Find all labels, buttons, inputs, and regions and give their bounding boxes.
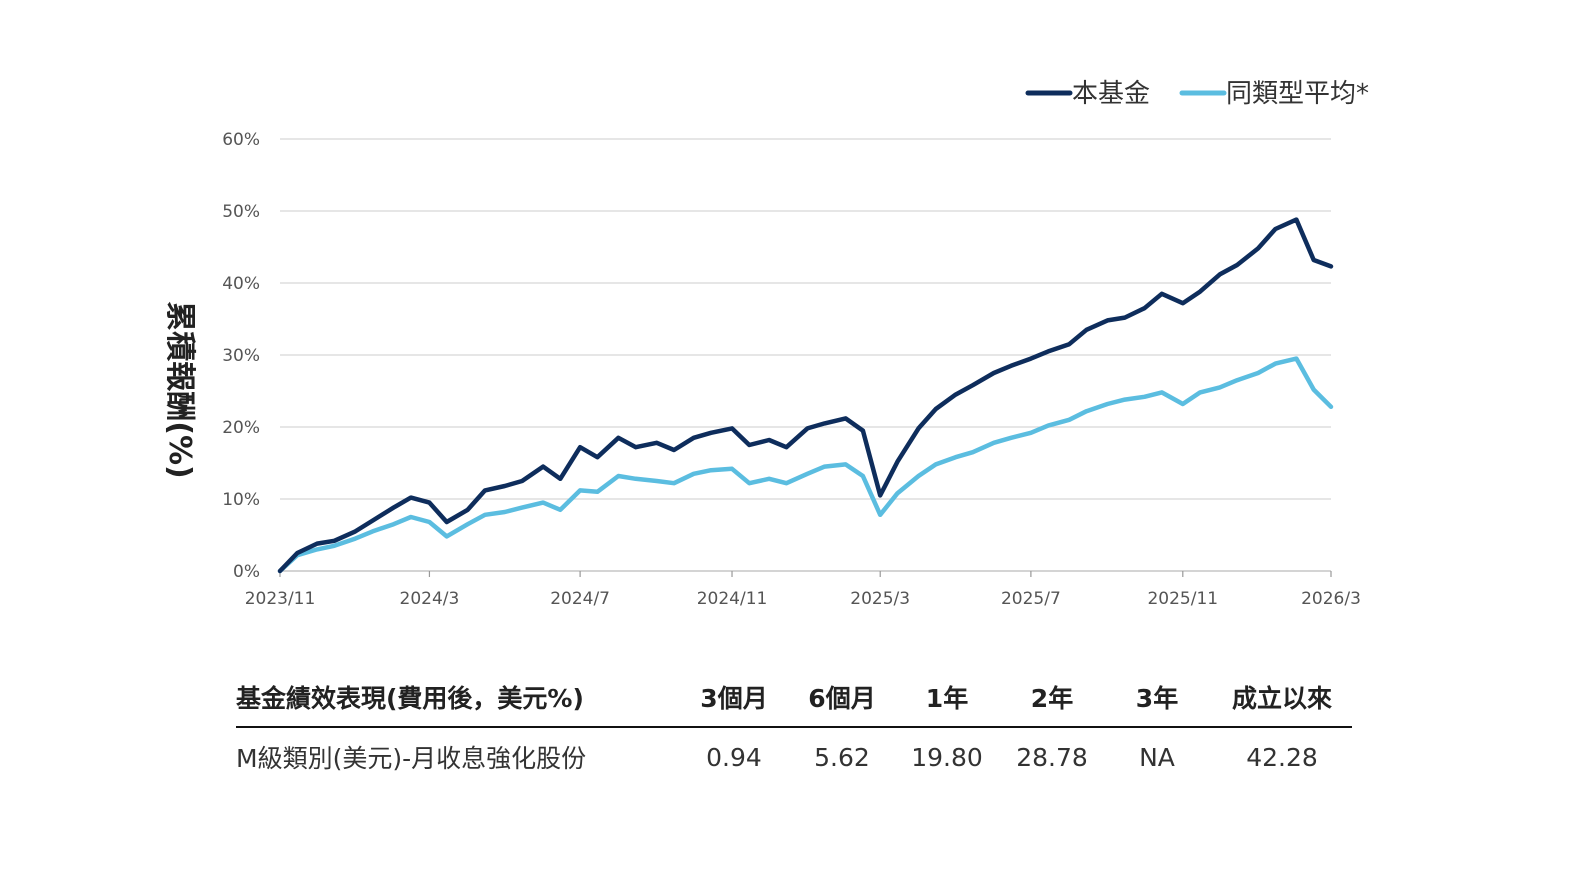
x-tick-label: 2025/7 — [1001, 589, 1061, 609]
y-tick-label: 10% — [222, 490, 260, 510]
table-cell-1y: 19.80 — [911, 742, 983, 772]
table-header-3y: 3年 — [1102, 668, 1212, 728]
table-header-fund: 基金績效表現(費用後，美元%) — [236, 668, 676, 728]
y-tick-label: 50% — [222, 202, 260, 222]
table-cell-share-class: M級類別(美元)-月收息強化股份 — [236, 744, 587, 773]
series-line-0 — [277, 217, 1334, 574]
table-header-2y: 2年 — [1002, 668, 1102, 728]
table-header-3m: 3個月 — [676, 668, 792, 728]
y-axis-label: 累積報酬(%) — [162, 301, 197, 478]
x-tick-label: 2025/11 — [1147, 589, 1218, 609]
y-axis-ticks: 0% 10% 20% 30% 40% 50% 60% — [222, 130, 260, 582]
y-tick-label: 60% — [222, 130, 260, 150]
x-tick-label: 2024/7 — [550, 589, 610, 609]
x-tick-label: 2025/3 — [850, 589, 910, 609]
x-tick-label: 2024/3 — [400, 589, 460, 609]
y-tick-label: 20% — [222, 418, 260, 438]
table-cell-3y: NA — [1139, 742, 1175, 772]
legend-label-0: 本基金 — [1072, 79, 1150, 109]
table-cell-inception: 42.28 — [1246, 742, 1318, 772]
table-cell-6m: 5.62 — [814, 742, 870, 772]
x-tick-label: 2024/11 — [697, 589, 768, 609]
chart-area: 0% 10% 20% 30% 40% 50% 60% 2023/11 2024/3 2024/7… — [162, 79, 1369, 609]
table-header-inception: 成立以來 — [1212, 668, 1352, 728]
x-tick-label: 2023/11 — [245, 589, 316, 609]
x-tick-label: 2026/3 — [1301, 589, 1361, 609]
series-group — [277, 217, 1334, 574]
y-tick-label: 0% — [233, 562, 260, 582]
x-axis-ticks: 2023/11 2024/3 2024/7 2024/11 2025/3 2025/7 20… — [245, 571, 1361, 609]
table-header-row: 基金績效表現(費用後，美元%) 3個月 6個月 1年 2年 3年 成立以來 — [236, 668, 1352, 728]
legend-label-1: 同類型平均* — [1226, 79, 1369, 109]
y-tick-label: 40% — [222, 274, 260, 294]
legend: 本基金 同類型平均* — [1025, 79, 1369, 109]
table-header-1y: 1年 — [892, 668, 1002, 728]
grid-lines — [280, 138, 1331, 572]
performance-table: 基金績效表現(費用後，美元%) 3個月 6個月 1年 2年 3年 成立以來 M級… — [236, 668, 1352, 786]
series-line-1 — [277, 356, 1334, 574]
y-tick-label: 30% — [222, 346, 260, 366]
table-cell-2y: 28.78 — [1016, 742, 1088, 772]
table-cell-3m: 0.94 — [706, 742, 762, 772]
table-row: M級類別(美元)-月收息強化股份 0.94 5.62 19.80 28.78 N… — [236, 727, 1352, 786]
table-header-6m: 6個月 — [792, 668, 892, 728]
